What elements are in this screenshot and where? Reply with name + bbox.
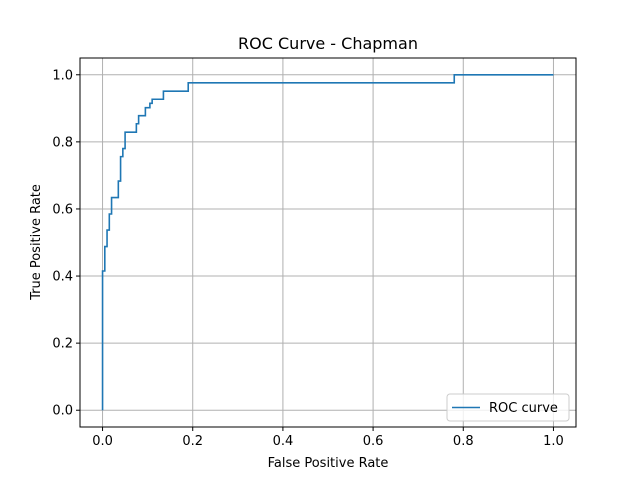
y-tick-label: 0.4: [52, 270, 73, 285]
chart-title: ROC Curve - Chapman: [238, 34, 418, 53]
legend-label-roc-curve: ROC curve: [489, 401, 558, 416]
y-tick-label: 0.0: [52, 404, 73, 419]
plot-area: [101, 73, 554, 411]
y-tick-label: 1.0: [52, 68, 73, 83]
x-tick-label: 0.4: [273, 434, 294, 449]
x-tick-label: 0.6: [363, 434, 384, 449]
y-tick-label: 0.2: [52, 337, 73, 352]
x-axis-label: False Positive Rate: [268, 456, 389, 471]
x-tick-label: 0.2: [182, 434, 203, 449]
grid-lines: [80, 58, 576, 427]
legend-box: [446, 393, 570, 422]
y-axis-ticks: 0.0 0.2 0.4 0.6 0.8 1.0: [52, 68, 80, 419]
x-axis-ticks: 0.0 0.2 0.4 0.6 0.8 1.0: [92, 427, 564, 449]
y-tick-label: 0.8: [52, 135, 73, 150]
series-line-roc-curve: [101, 73, 554, 411]
x-tick-label: 1.0: [543, 434, 564, 449]
x-tick-label: 0.0: [92, 434, 113, 449]
y-tick-label: 0.6: [52, 202, 73, 217]
legend: ROC curve: [446, 393, 570, 422]
y-axis-label: True Positive Rate: [29, 184, 44, 301]
plot-frame: [79, 57, 577, 428]
x-tick-label: 0.8: [453, 434, 474, 449]
